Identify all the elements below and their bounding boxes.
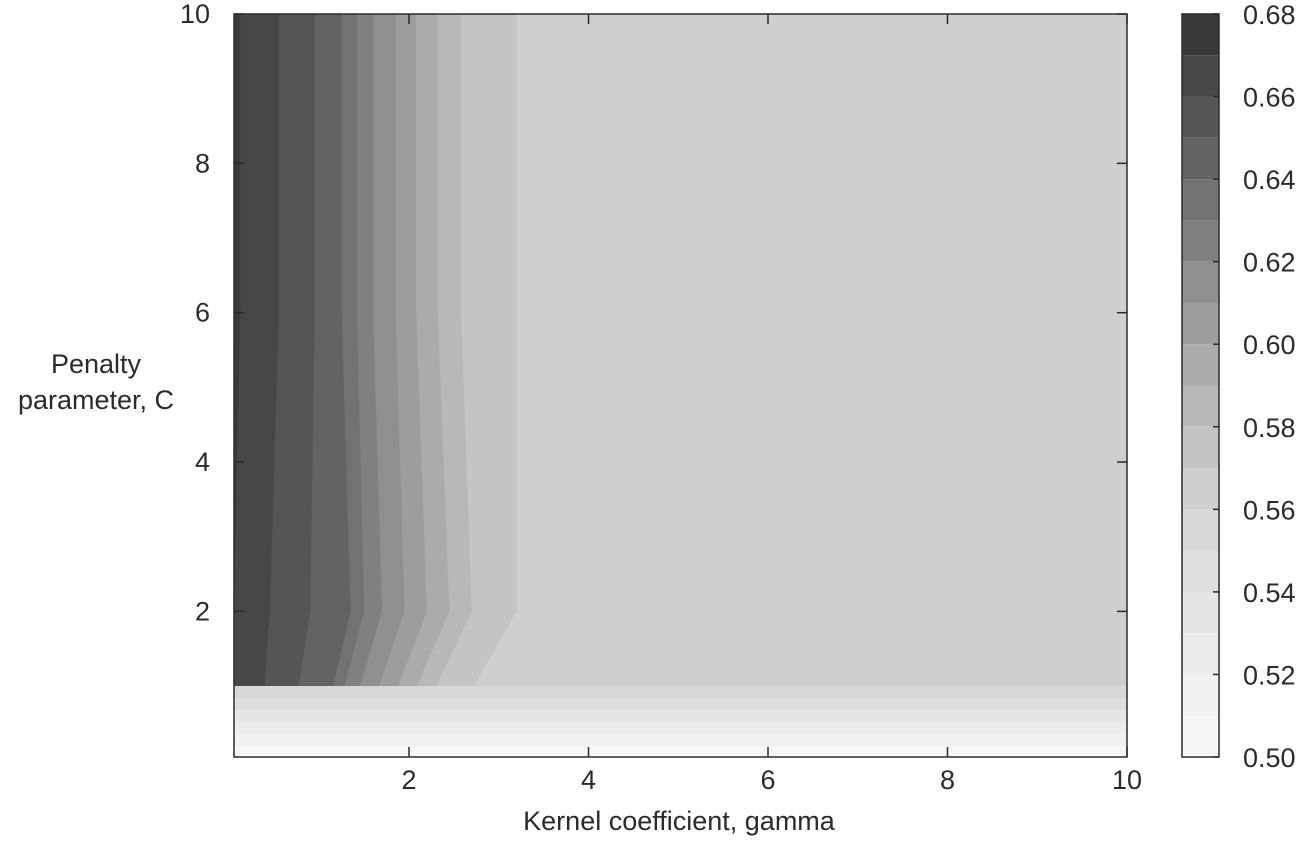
colorbar-tick-label: 0.56 [1243, 495, 1296, 525]
contour-band-low-C-0.555 [234, 686, 1127, 698]
colorbar-segment [1182, 550, 1219, 592]
contour-band-low-C-0.505 [234, 745, 1127, 757]
plot-frame [233, 13, 1128, 758]
colorbar-tick-label: 0.50 [1243, 743, 1296, 773]
y-tick-label: 4 [195, 447, 210, 477]
colorbar-segment [1182, 344, 1219, 386]
x-tick-label: 4 [581, 765, 596, 795]
colorbar-segment [1182, 468, 1219, 510]
x-tick-label: 10 [1112, 765, 1142, 795]
colorbar-tick-label: 0.54 [1243, 578, 1296, 608]
colorbar-segment [1182, 509, 1219, 551]
x-axis-label: Kernel coefficient, gamma [523, 806, 835, 836]
colorbar-tick-label: 0.66 [1243, 83, 1296, 113]
colorbar-tick-label: 0.52 [1243, 660, 1296, 690]
contour-band-0.67 [234, 14, 241, 687]
colorbar-segment [1182, 633, 1219, 675]
colorbar-tick-label: 0.60 [1243, 330, 1296, 360]
contour-band-low-C-0.525 [234, 721, 1127, 734]
y-axis-label-line-1: Penalty [50, 349, 142, 379]
x-tick-label: 8 [940, 765, 955, 795]
contour-band-low-C-0.535 [234, 709, 1127, 722]
y-axis-label-line-2: parameter, C [17, 385, 175, 415]
y-tick-label: 10 [180, 0, 210, 29]
colorbar-tick-label: 0.62 [1243, 248, 1296, 278]
y-tick-label: 2 [195, 596, 210, 626]
colorbar-segment [1182, 137, 1219, 180]
colorbar-segment [1182, 14, 1219, 56]
colorbar-tick-label: 0.64 [1243, 165, 1296, 195]
colorbar-segment [1182, 426, 1219, 469]
colorbar-segment [1182, 591, 1219, 634]
colorbar-tick-label: 0.68 [1243, 0, 1296, 30]
contour-band-0.66 [234, 14, 279, 687]
colorbar-segment [1182, 674, 1219, 716]
colorbar-segment [1182, 179, 1219, 221]
colorbar-segment [1182, 385, 1219, 427]
colorbar-segment [1182, 715, 1219, 757]
x-tick-label: 2 [401, 765, 416, 795]
colorbar-segment [1182, 261, 1219, 303]
colorbar-segment [1182, 220, 1219, 262]
y-tick-label: 8 [195, 148, 210, 178]
x-tick-label: 6 [760, 765, 775, 795]
colorbar-segment [1182, 96, 1219, 138]
y-axis-label: Penalty parameter, C [0, 346, 192, 418]
colorbar-segment [1182, 302, 1219, 345]
colorbar-frame [1181, 13, 1220, 758]
contour-band-low-C-0.545 [234, 697, 1127, 710]
contour-band-low-C-0.515 [234, 733, 1127, 746]
colorbar-segment [1182, 55, 1219, 97]
y-tick-label: 6 [195, 298, 210, 328]
colorbar-tick-label: 0.58 [1243, 413, 1296, 443]
